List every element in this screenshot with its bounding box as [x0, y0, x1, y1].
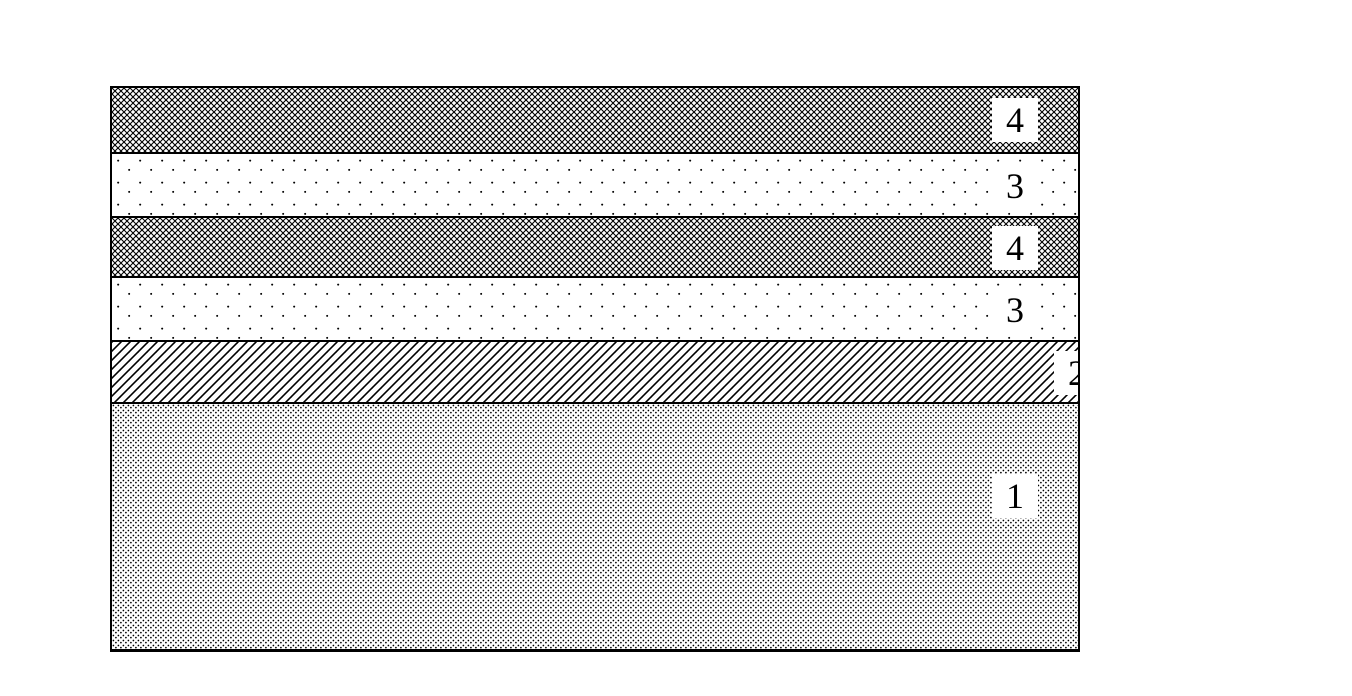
layer-label: 1: [992, 474, 1038, 518]
layer-fill: [112, 342, 1078, 402]
layer-top-4: 4: [112, 88, 1078, 152]
layer-fill: [112, 218, 1078, 276]
layer-stack: 434321: [110, 86, 1080, 652]
layer-label: 4: [992, 226, 1038, 270]
layer-fill: [112, 88, 1078, 152]
layer-layer-2: 2: [112, 340, 1078, 402]
layer-fill: [112, 404, 1078, 650]
layer-fill: [112, 154, 1078, 216]
layer-mid-4: 4: [112, 216, 1078, 276]
layer-label: 3: [992, 288, 1038, 332]
layer-upper-3: 3: [112, 152, 1078, 216]
layer-label: 2: [1054, 351, 1080, 395]
layer-label: 4: [992, 98, 1038, 142]
layer-lower-3: 3: [112, 276, 1078, 340]
layer-label: 3: [992, 164, 1038, 208]
layer-substrate: 1: [112, 402, 1078, 650]
layer-fill: [112, 278, 1078, 340]
diagram-stage: 434321: [0, 0, 1352, 696]
